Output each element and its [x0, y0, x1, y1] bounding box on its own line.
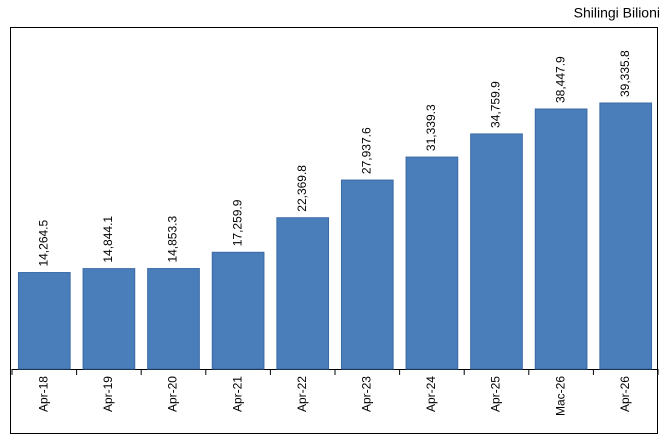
value-label: 38,447.9	[553, 56, 567, 103]
bar	[599, 102, 653, 370]
bar	[340, 179, 394, 370]
value-label: 27,937.6	[359, 127, 373, 174]
value-label: 14,844.1	[101, 216, 115, 263]
chart-frame	[10, 27, 658, 434]
bar	[276, 217, 330, 370]
x-tick-label: Apr-22	[295, 376, 309, 412]
value-label: 39,335.8	[618, 50, 632, 97]
bar	[82, 268, 136, 370]
value-label: 17,259.9	[230, 199, 244, 246]
bar	[17, 272, 71, 370]
value-label: 14,853.3	[166, 216, 180, 263]
x-tick-label: Apr-19	[101, 376, 115, 412]
x-tick-label: Apr-26	[618, 376, 632, 412]
bar	[405, 156, 459, 370]
bar	[470, 133, 523, 370]
bar	[211, 251, 265, 370]
unit-label: Shilingi Bilioni	[574, 5, 660, 21]
value-label: 22,369.8	[295, 165, 309, 212]
bar	[147, 268, 200, 370]
x-tick-label: Apr-21	[230, 376, 244, 412]
x-tick-label: Mac-26	[553, 376, 567, 416]
bar	[534, 108, 588, 370]
x-tick-label: Apr-25	[489, 376, 503, 412]
value-label: 34,759.9	[489, 81, 503, 128]
x-tick-label: Apr-18	[36, 376, 50, 412]
x-tick-label: Apr-24	[424, 376, 438, 412]
x-tick-label: Apr-20	[166, 376, 180, 412]
value-label: 14,264.5	[36, 220, 50, 267]
x-tick-label: Apr-23	[359, 376, 373, 412]
value-label: 31,339.3	[424, 104, 438, 151]
